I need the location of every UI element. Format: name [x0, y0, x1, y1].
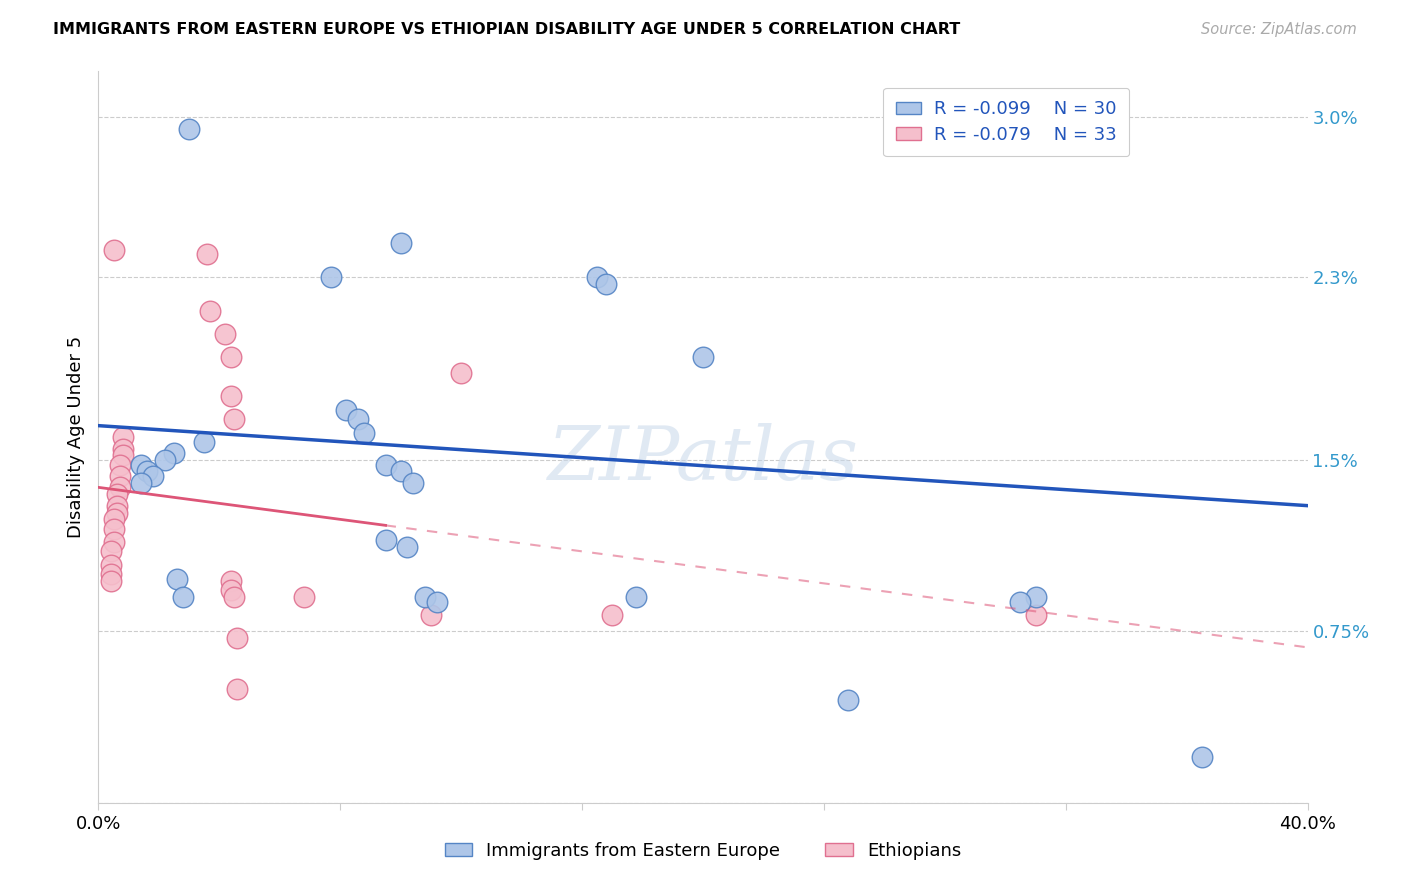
Point	[103, 243, 125, 257]
Point	[105, 506, 128, 520]
Point	[347, 412, 370, 426]
Point	[193, 434, 215, 449]
Point	[111, 448, 134, 462]
Point	[374, 533, 396, 547]
Point	[129, 458, 152, 472]
Point	[221, 389, 243, 403]
Point	[224, 590, 246, 604]
Point	[179, 121, 201, 136]
Point	[108, 480, 131, 494]
Point	[226, 632, 249, 646]
Point	[413, 590, 436, 604]
Point	[200, 304, 222, 318]
Point	[153, 453, 176, 467]
Point	[292, 590, 315, 604]
Point	[450, 366, 472, 380]
Point	[105, 499, 128, 513]
Point	[135, 464, 157, 478]
Point	[221, 574, 243, 588]
Point	[395, 540, 418, 554]
Point	[103, 535, 125, 549]
Point	[426, 594, 449, 608]
Point	[1024, 590, 1046, 604]
Point	[195, 247, 218, 261]
Point	[402, 475, 425, 490]
Text: IMMIGRANTS FROM EASTERN EUROPE VS ETHIOPIAN DISABILITY AGE UNDER 5 CORRELATION C: IMMIGRANTS FROM EASTERN EUROPE VS ETHIOP…	[53, 22, 960, 37]
Point	[100, 558, 122, 573]
Point	[389, 235, 412, 250]
Point	[595, 277, 617, 291]
Y-axis label: Disability Age Under 5: Disability Age Under 5	[66, 336, 84, 538]
Point	[224, 412, 246, 426]
Point	[1010, 594, 1032, 608]
Point	[100, 574, 122, 588]
Point	[226, 681, 249, 696]
Point	[335, 402, 357, 417]
Point	[221, 350, 243, 364]
Point	[166, 572, 188, 586]
Point	[221, 583, 243, 598]
Point	[103, 521, 125, 535]
Point	[172, 590, 194, 604]
Point	[108, 458, 131, 472]
Legend: Immigrants from Eastern Europe, Ethiopians: Immigrants from Eastern Europe, Ethiopia…	[437, 835, 969, 867]
Point	[837, 693, 859, 707]
Point	[353, 425, 375, 440]
Point	[111, 442, 134, 456]
Point	[1191, 750, 1213, 764]
Point	[1024, 608, 1046, 623]
Text: Source: ZipAtlas.com: Source: ZipAtlas.com	[1201, 22, 1357, 37]
Point	[321, 270, 343, 285]
Point	[103, 512, 125, 526]
Point	[100, 567, 122, 582]
Point	[214, 327, 236, 342]
Point	[374, 458, 396, 472]
Point	[602, 608, 624, 623]
Point	[586, 270, 609, 285]
Point	[108, 469, 131, 483]
Point	[692, 350, 714, 364]
Point	[105, 487, 128, 501]
Text: ZIPatlas: ZIPatlas	[547, 423, 859, 495]
Point	[389, 464, 412, 478]
Point	[129, 475, 152, 490]
Point	[626, 590, 648, 604]
Point	[142, 469, 165, 483]
Point	[163, 446, 186, 460]
Point	[420, 608, 443, 623]
Point	[100, 544, 122, 558]
Point	[111, 430, 134, 444]
